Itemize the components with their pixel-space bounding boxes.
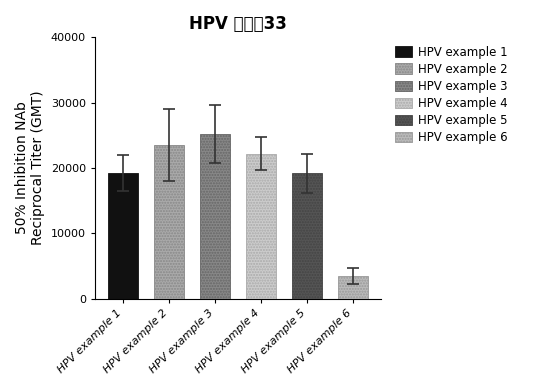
Y-axis label: 50% Inhibition NAb
Reciprocal Titer (GMT): 50% Inhibition NAb Reciprocal Titer (GMT… xyxy=(15,90,45,245)
Bar xyxy=(246,154,276,299)
Bar xyxy=(200,134,230,299)
Bar xyxy=(338,276,368,299)
Bar xyxy=(292,173,322,299)
Title: HPV 五聚佔33: HPV 五聚佔33 xyxy=(189,15,287,33)
Bar xyxy=(154,145,184,299)
Legend: HPV example 1, HPV example 2, HPV example 3, HPV example 4, HPV example 5, HPV e: HPV example 1, HPV example 2, HPV exampl… xyxy=(392,43,510,147)
Bar xyxy=(108,173,138,299)
